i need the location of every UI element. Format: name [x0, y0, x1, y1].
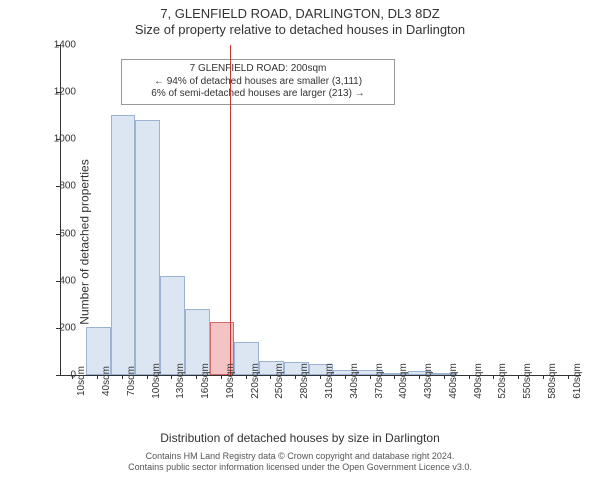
ytick-mark — [56, 139, 60, 140]
ytick-label: 800 — [59, 181, 76, 192]
ytick-mark — [56, 375, 60, 376]
ytick-label: 200 — [59, 322, 76, 333]
annotation-line-1: 7 GLENFIELD ROAD: 200sqm — [127, 63, 389, 76]
xtick-mark — [444, 375, 445, 379]
ytick-mark — [56, 92, 60, 93]
ytick-mark — [56, 234, 60, 235]
xtick-mark — [72, 375, 73, 379]
xtick-label: 40sqm — [101, 366, 112, 396]
xtick-label: 100sqm — [151, 363, 162, 399]
xtick-label: 580sqm — [547, 363, 558, 399]
chart-title-line1: 7, GLENFIELD ROAD, DARLINGTON, DL3 8DZ — [0, 6, 600, 21]
xtick-mark — [295, 375, 296, 379]
xtick-label: 130sqm — [175, 363, 186, 399]
xtick-mark — [246, 375, 247, 379]
histogram-bar — [135, 120, 160, 375]
xtick-label: 370sqm — [374, 363, 385, 399]
xtick-label: 550sqm — [522, 363, 533, 399]
xtick-mark — [469, 375, 470, 379]
xtick-label: 520sqm — [497, 363, 508, 399]
credits-block: Contains HM Land Registry data © Crown c… — [0, 447, 600, 473]
annotation-line-2: ← 94% of detached houses are smaller (3,… — [127, 76, 389, 89]
xtick-label: 70sqm — [126, 366, 137, 396]
xtick-label: 220sqm — [250, 363, 261, 399]
xtick-mark — [543, 375, 544, 379]
chart-title-block: 7, GLENFIELD ROAD, DARLINGTON, DL3 8DZ S… — [0, 0, 600, 37]
xtick-mark — [518, 375, 519, 379]
xtick-label: 400sqm — [398, 363, 409, 399]
histogram-bar — [160, 276, 185, 375]
xtick-mark — [221, 375, 222, 379]
xtick-label: 610sqm — [572, 363, 583, 399]
xtick-mark — [97, 375, 98, 379]
xtick-label: 160sqm — [200, 363, 211, 399]
xtick-mark — [122, 375, 123, 379]
xtick-label: 280sqm — [299, 363, 310, 399]
ytick-label: 400 — [59, 275, 76, 286]
xtick-label: 250sqm — [274, 363, 285, 399]
xtick-label: 190sqm — [225, 363, 236, 399]
histogram-bar — [111, 115, 136, 375]
xtick-label: 460sqm — [448, 363, 459, 399]
xtick-label: 430sqm — [423, 363, 434, 399]
ytick-mark — [56, 45, 60, 46]
annotation-box: 7 GLENFIELD ROAD: 200sqm ← 94% of detach… — [121, 59, 395, 105]
ytick-mark — [56, 281, 60, 282]
xtick-mark — [370, 375, 371, 379]
xtick-mark — [171, 375, 172, 379]
annotation-line-3: 6% of semi-detached houses are larger (2… — [127, 88, 389, 101]
credits-line-1: Contains HM Land Registry data © Crown c… — [6, 451, 594, 462]
xtick-mark — [147, 375, 148, 379]
xtick-label: 310sqm — [324, 363, 335, 399]
xtick-mark — [320, 375, 321, 379]
chart-title-line2: Size of property relative to detached ho… — [0, 22, 600, 37]
xtick-label: 340sqm — [349, 363, 360, 399]
reference-line — [230, 45, 231, 375]
xtick-label: 10sqm — [76, 366, 87, 396]
credits-line-2: Contains public sector information licen… — [6, 462, 594, 473]
xtick-mark — [345, 375, 346, 379]
xtick-mark — [196, 375, 197, 379]
plot-area: 7 GLENFIELD ROAD: 200sqm ← 94% of detach… — [60, 45, 581, 376]
xtick-mark — [419, 375, 420, 379]
xtick-mark — [394, 375, 395, 379]
xtick-label: 490sqm — [473, 363, 484, 399]
x-axis-label: Distribution of detached houses by size … — [0, 431, 600, 445]
xtick-mark — [493, 375, 494, 379]
ytick-mark — [56, 328, 60, 329]
ytick-mark — [56, 186, 60, 187]
chart-outer: Number of detached properties 7 GLENFIEL… — [0, 37, 600, 447]
ytick-label: 600 — [59, 228, 76, 239]
xtick-mark — [568, 375, 569, 379]
xtick-mark — [270, 375, 271, 379]
